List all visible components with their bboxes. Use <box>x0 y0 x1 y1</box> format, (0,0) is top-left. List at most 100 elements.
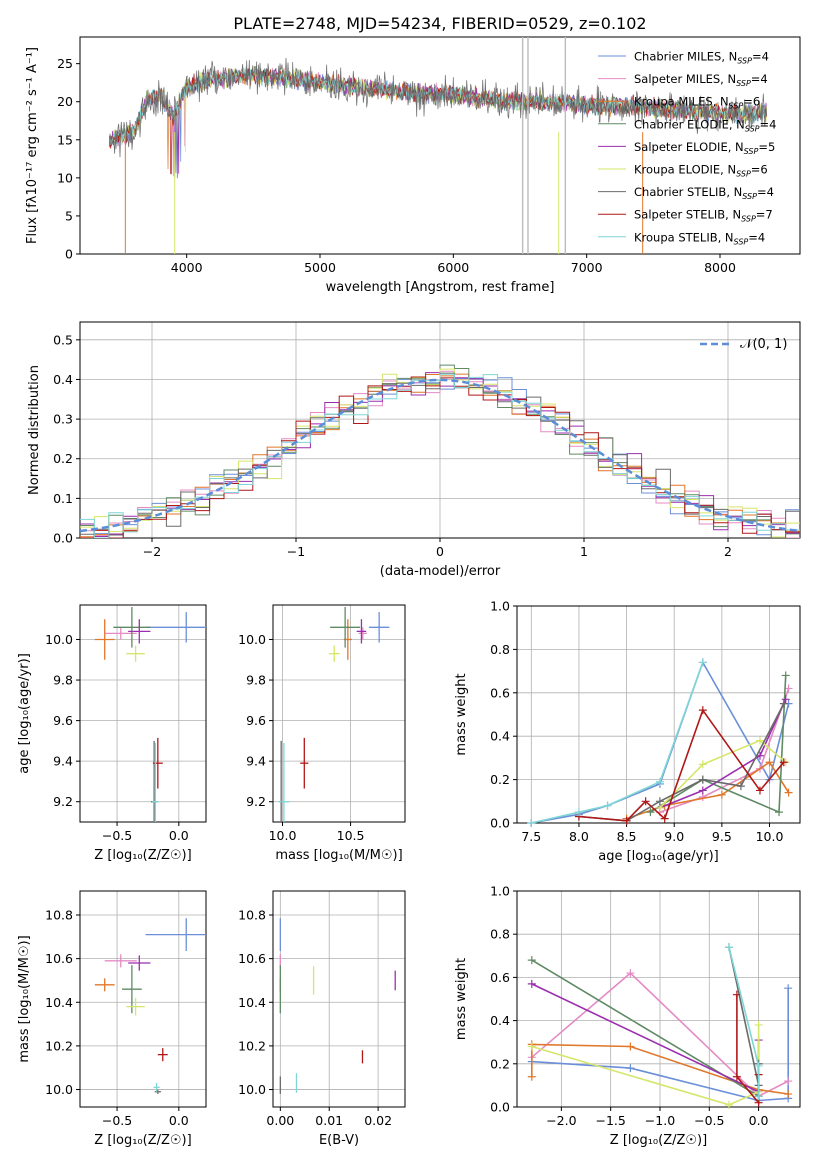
weight-line <box>649 675 787 814</box>
weight-line <box>531 972 789 1098</box>
legend-label: 𝒩(0, 1) <box>740 337 787 352</box>
weight-point <box>698 775 707 784</box>
x-tick-label: −0.5 <box>694 1113 724 1128</box>
x-tick-label: 10.0 <box>756 829 784 844</box>
x-tick-label: −1 <box>287 544 305 559</box>
weight-point <box>574 808 583 817</box>
x-axis-label: (data-model)/error <box>380 564 501 579</box>
axes-frame <box>516 605 801 824</box>
weight-point <box>527 1072 536 1081</box>
figure-title: PLATE=2748, MJD=54234, FIBERID=0529, z=0… <box>233 14 646 33</box>
x-tick-label: 9.0 <box>664 829 684 844</box>
y-tick-label: 9.6 <box>53 713 73 728</box>
x-tick-label: 10.0 <box>269 828 297 843</box>
y-tick-label: 0.0 <box>490 1100 510 1115</box>
y-tick-label: 10.0 <box>45 632 73 647</box>
x-tick-label: 2 <box>724 544 732 559</box>
legend-label: Kroupa ELODIE, NSSP=6 <box>634 163 768 179</box>
spectrum-line <box>108 57 768 179</box>
x-tick-label: −1.5 <box>595 1113 625 1128</box>
weight-line <box>531 662 704 823</box>
x-tick-label: −2 <box>143 544 161 559</box>
y-tick-label: 1.0 <box>490 599 510 614</box>
x-axis-label: age [log₁₀(age/yr)] <box>598 849 719 864</box>
weight-point <box>781 671 790 680</box>
weight-line <box>531 983 760 1094</box>
weight-point <box>603 801 612 810</box>
y-tick-label: 0.8 <box>490 642 510 657</box>
legend-label: Chabrier MILES, NSSP=4 <box>634 50 769 66</box>
x-tick-label: 5000 <box>304 260 336 275</box>
weight-point <box>779 699 788 708</box>
legend-label: Chabrier ELODIE, NSSP=4 <box>634 117 776 133</box>
y-tick-label: 10.6 <box>45 951 73 966</box>
x-axis-label: Z [log₁₀(Z/Z☉)] <box>610 1133 707 1148</box>
y-tick-label: 9.2 <box>246 794 266 809</box>
weight-line <box>531 1024 760 1106</box>
x-tick-label: 8.0 <box>569 829 589 844</box>
y-tick-label: 10.8 <box>45 908 73 923</box>
legend-label: Kroupa MILES, NSSP=6 <box>634 95 760 111</box>
y-tick-label: 0.6 <box>490 970 510 985</box>
x-tick-label: 0.01 <box>315 1113 343 1128</box>
y-tick-label: 9.4 <box>246 754 266 769</box>
weight-point <box>754 1092 763 1101</box>
y-tick-label: 25 <box>57 56 73 71</box>
x-axis-label: E(B-V) <box>319 1133 359 1148</box>
y-tick-label: 0.2 <box>490 1056 510 1071</box>
weight-point <box>527 979 536 988</box>
x-tick-label: 0.0 <box>169 1113 189 1128</box>
x-axis-label: mass [log₁₀(M/M☉)] <box>275 848 402 863</box>
x-tick-label: 10.5 <box>337 828 365 843</box>
x-tick-label: 0.00 <box>266 1113 294 1128</box>
weight-point <box>784 1090 793 1099</box>
weight-point <box>732 1072 741 1081</box>
x-axis-label: Z [log₁₀(Z/Z☉)] <box>94 848 191 863</box>
x-tick-label: 0.0 <box>749 1113 769 1128</box>
weight-point <box>765 758 774 767</box>
y-tick-label: 0.0 <box>490 816 510 831</box>
y-tick-label: 10.0 <box>238 1082 266 1097</box>
y-tick-label: 0.4 <box>490 1013 510 1028</box>
y-tick-label: 9.8 <box>246 673 266 688</box>
weight-line <box>659 739 787 809</box>
x-tick-label: 7.5 <box>521 829 541 844</box>
weight-point <box>755 786 764 795</box>
weight-point <box>626 969 635 978</box>
y-tick-label: 9.4 <box>53 754 73 769</box>
weight-point <box>655 797 664 806</box>
weight-point <box>641 797 650 806</box>
y-tick-label: 9.6 <box>246 713 266 728</box>
x-axis-label: wavelength [Angstrom, rest frame] <box>326 280 555 295</box>
y-tick-label: 0 <box>65 247 73 262</box>
y-tick-label: 10.6 <box>238 951 266 966</box>
y-tick-label: 10.2 <box>45 1038 73 1053</box>
y-tick-label: 10 <box>57 170 73 185</box>
weight-point <box>736 782 745 791</box>
y-tick-label: 0.5 <box>53 332 73 347</box>
axes-frame <box>272 890 406 1108</box>
weight-point <box>527 819 536 827</box>
x-tick-label: 9.5 <box>712 829 732 844</box>
x-tick-label: −0.5 <box>102 828 132 843</box>
legend-label: Salpeter MILES, NSSP=4 <box>634 72 768 88</box>
weight-point <box>784 984 793 993</box>
x-tick-label: 4000 <box>171 260 203 275</box>
y-axis-label: Flux [fλ10⁻¹⁷ erg cm⁻² s⁻¹ A⁻¹] <box>25 47 40 244</box>
y-tick-label: 0.8 <box>490 927 510 942</box>
weight-point <box>698 658 707 667</box>
x-tick-label: 8000 <box>704 260 736 275</box>
legend-label: Kroupa STELIB, NSSP=4 <box>634 230 765 246</box>
axes-frame <box>272 604 406 823</box>
y-tick-label: 0.1 <box>53 491 73 506</box>
axes-frame <box>79 321 801 539</box>
y-axis-label: Normed distribution <box>27 365 42 495</box>
y-axis-label: mass [log₁₀(M/M☉)] <box>17 935 32 1062</box>
y-tick-label: 0.4 <box>490 729 510 744</box>
weight-point <box>527 1042 536 1051</box>
y-tick-label: 0.2 <box>490 772 510 787</box>
weight-point <box>646 808 655 817</box>
weight-point <box>655 777 664 786</box>
y-tick-label: 0.3 <box>53 412 73 427</box>
